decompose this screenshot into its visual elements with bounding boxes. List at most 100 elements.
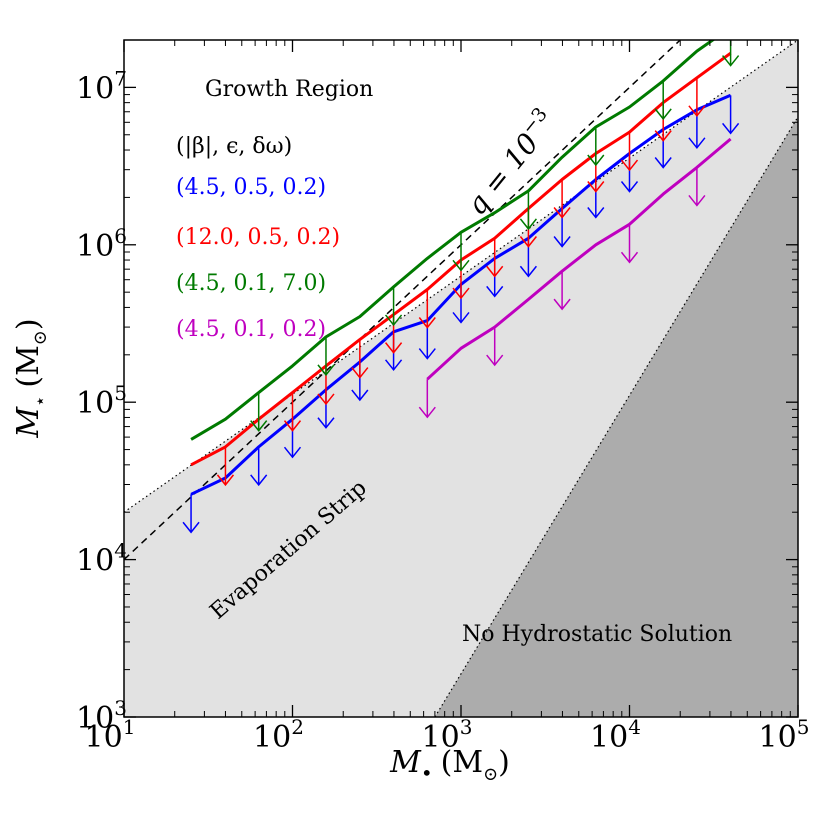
y-tick-base: 10 [76,386,114,421]
x-tick-exponent: 3 [460,715,473,739]
arrow-head [553,207,571,219]
arrow-head [553,298,571,311]
x-tick-base: 10 [590,720,628,755]
upper-limit-arrow [620,224,639,264]
upper-limit-arrow [654,80,672,121]
upper-limit-arrow [351,339,369,379]
arrow-head [654,108,672,121]
arrow-head [384,342,403,354]
arrow-head [283,420,302,432]
arrow-head [283,446,302,459]
x-axis-unit-sub: ⊙ [483,764,498,785]
upper-limit-arrow [283,392,302,432]
arrow-head [620,159,639,172]
upper-limit-arrow [587,127,605,167]
legend-header: (|β|, ϵ, δω) [176,134,292,159]
upper-limit-arrow [250,392,268,432]
y-tick-exponent: 7 [114,66,127,90]
series-line-3 [426,137,732,381]
y-axis-unit: (M [11,345,46,387]
upper-limit-arrow [418,379,436,419]
arrow-head [486,354,504,367]
upper-limit-arrow [722,95,740,135]
q-dashed-line [124,40,681,561]
y-tick-exponent: 3 [114,696,127,720]
arrow-head [722,55,740,67]
arrow-head [452,311,470,324]
arrow-head [654,130,672,142]
series-layer [182,40,740,534]
y-tick-exponent: 4 [114,539,127,563]
upper-limit-arrow [418,289,436,329]
arrow-head [587,207,605,219]
arrow-head [654,157,672,169]
y-axis-unit-sub: ⊙ [30,330,51,345]
series-line-2 [190,40,716,441]
y-tick-label: 103 [76,696,127,736]
arrow-head [587,154,605,167]
legend-entry-green: (4.5, 0.1, 7.0) [176,271,326,296]
legend-entry-magenta: (4.5, 0.1, 0.2) [176,317,326,342]
arrow-head [519,218,537,231]
arrow-head [384,359,403,372]
x-tick-exponent: 1 [123,715,136,739]
legend-entry-red: (12.0, 0.5, 0.2) [176,225,340,250]
y-tick-base: 10 [76,544,114,579]
y-axis-subscript: ⋆ [30,396,51,407]
no-hydrostatic-region [434,116,798,717]
arrow-head [452,287,470,300]
upper-limit-arrow [688,167,706,207]
arrow-head [620,251,639,264]
x-tick-exponent: 2 [291,715,304,739]
legend-entry-blue: (4.5, 0.5, 0.2) [176,175,326,200]
upper-limit-arrow [553,271,571,311]
y-tick-label: 106 [76,224,127,264]
arrow-head [587,181,605,193]
x-tick-base: 10 [422,720,460,755]
upper-limit-arrow [250,446,268,487]
arrow-head [351,389,369,402]
upper-limit-arrow [384,286,403,327]
x-tick-label: 101 [85,715,136,755]
upper-limit-arrow [722,40,740,67]
y-axis-unit-close: ) [11,318,46,330]
x-tick-label: 103 [422,715,473,755]
arrow-head [418,348,436,360]
x-tick-base: 10 [253,720,291,755]
arrow-head [553,236,571,248]
x-tick-exponent: 5 [797,715,810,739]
x-axis-subscript: • [421,761,433,785]
x-axis-unit: (M [441,745,483,780]
arrow-head [317,417,335,429]
upper-limit-arrow [182,494,200,534]
arrow-head [688,137,706,150]
arrow-head [519,265,537,278]
x-axis-title: M• (M⊙) [389,745,510,785]
upper-limit-arrow [317,336,335,377]
arrow-head [620,181,639,193]
y-tick-label: 104 [76,539,127,579]
growth-region-label: Growth Region [205,77,373,102]
upper-limit-arrow [216,446,235,487]
arrow-head [384,314,403,327]
y-tick-exponent: 5 [114,381,127,405]
y-tick-label: 105 [76,381,127,421]
arrow-head [351,367,369,379]
y-tick-exponent: 6 [114,224,127,248]
arrow-head [182,521,200,534]
arrow-head [688,194,706,207]
upper-limit-arrow [688,77,706,118]
arrow-head [486,285,504,298]
y-tick-label: 107 [76,66,127,106]
arrow-head [250,474,268,487]
arrow-head [317,393,335,406]
x-tick-base: 10 [85,720,123,755]
y-axis-symbol: M [11,406,46,439]
y-axis-title: M⋆ (M⊙) [11,318,51,438]
upper-limit-arrow [486,327,504,367]
x-axis-symbol: M [389,745,422,780]
upper-limit-arrow [620,132,639,172]
arrow-head [519,236,537,248]
x-tick-label: 102 [253,715,304,755]
